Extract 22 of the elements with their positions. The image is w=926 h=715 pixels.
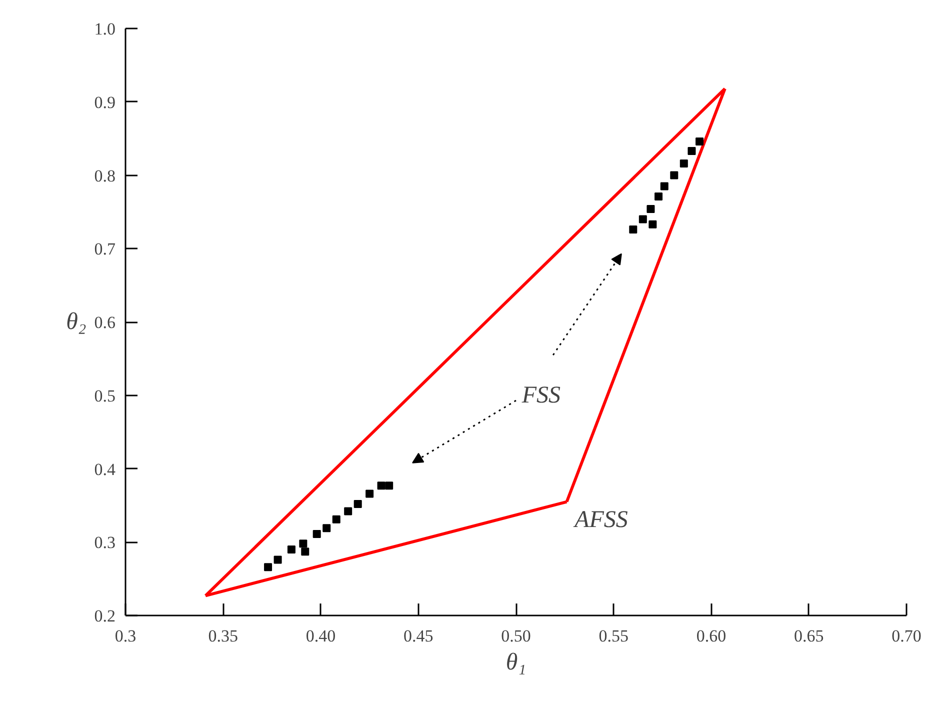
y-tick-label: 0.7 xyxy=(94,240,116,259)
x-tick-label: 0.3 xyxy=(114,626,136,646)
y-tick-label: 0.8 xyxy=(94,166,116,186)
annotation: AFSS xyxy=(572,507,628,534)
x-tick-label: 0.50 xyxy=(501,626,531,646)
x-tick-label: 0.35 xyxy=(208,626,238,646)
x-tick-label: 0.60 xyxy=(696,626,726,646)
x-tick-label: 0.55 xyxy=(598,626,628,646)
y-axis-title: θ₂ xyxy=(66,309,86,335)
annotation: FSS xyxy=(520,382,561,408)
x-tick-label: 0.40 xyxy=(306,626,336,646)
x-tick-label: 0.65 xyxy=(794,626,824,646)
y-tick-label: 0.2 xyxy=(94,606,116,626)
y-tick-label: 0.6 xyxy=(94,313,116,332)
y-tick-label: 0.3 xyxy=(94,533,116,552)
y-tick-label: 0.5 xyxy=(94,386,116,406)
x-axis-title: θ₁ xyxy=(506,650,526,676)
y-tick-label: 0.9 xyxy=(94,92,116,112)
y-tick-label: 0.4 xyxy=(94,460,116,479)
y-tick-label: 1.0 xyxy=(94,20,116,38)
x-tick-label: 0.45 xyxy=(404,626,434,646)
x-tick-label: 0.70 xyxy=(892,626,922,646)
